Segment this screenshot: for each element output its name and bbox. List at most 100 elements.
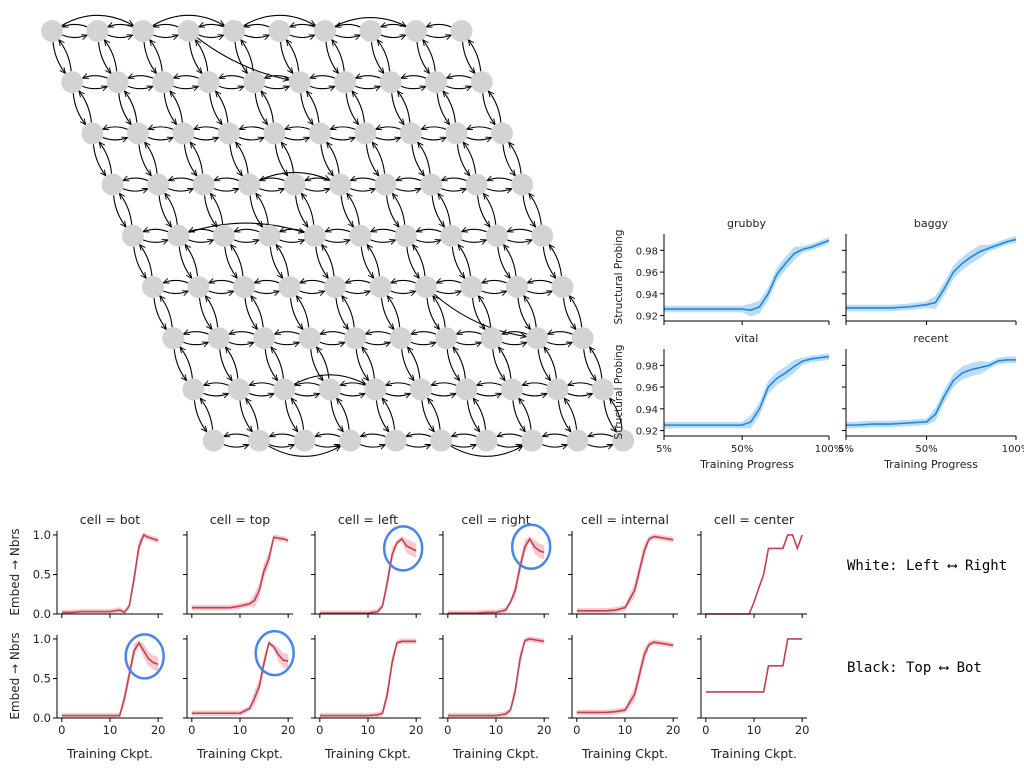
lattice-edge: [521, 393, 547, 395]
lattice-edge: [340, 383, 366, 385]
lattice-edge: [392, 193, 406, 225]
lattice-edge: [330, 127, 356, 129]
lattice-edge: [244, 35, 269, 37]
y-axis-label: Structural Probing: [613, 230, 625, 325]
lattice-edge: [473, 398, 487, 430]
lattice-edge: [380, 35, 406, 37]
lattice-edge: [461, 240, 487, 242]
lattice-edge: [345, 291, 370, 293]
lattice-edge: [375, 400, 388, 432]
lattice-edge: [391, 93, 404, 125]
lattice-edge: [441, 189, 466, 191]
series-line: [447, 537, 545, 615]
lattice-edge: [143, 41, 156, 74]
lattice-edge: [332, 40, 345, 72]
lattice-node: [298, 327, 321, 350]
y-tick-label: 0.96: [636, 268, 658, 279]
lattice-edge: [153, 24, 179, 26]
chart-title: cell = right: [461, 512, 530, 527]
lattice-edge: [456, 332, 482, 334]
lattice-edge: [355, 86, 380, 88]
lattice-edge: [365, 144, 378, 176]
lattice-edge: [300, 280, 325, 282]
lattice-node: [369, 276, 392, 298]
lattice-node: [612, 429, 635, 452]
lattice-edge: [497, 246, 510, 279]
chart-panel: cell = top: [183, 512, 293, 618]
lattice-edge: [173, 76, 199, 78]
lattice-edge: [415, 240, 441, 242]
y-tick-label: 0.0: [33, 607, 51, 621]
y-tick-label: 0.98: [636, 361, 658, 372]
x-tick-label: 10: [489, 723, 504, 737]
lattice-edge: [562, 297, 576, 330]
series-line: [664, 355, 830, 426]
x-tick-label: 0: [702, 723, 709, 737]
lattice-edge: [350, 189, 375, 191]
x-axis-label: Training Progress: [883, 458, 978, 471]
lattice-edge: [215, 91, 229, 123]
lattice-node: [167, 224, 190, 247]
lattice-edge: [97, 41, 111, 74]
x-axis-label: Training Ckpt.: [581, 746, 668, 761]
lattice-edge: [441, 178, 467, 180]
lattice-edge: [300, 93, 313, 125]
lattice-edge: [113, 195, 126, 228]
lattice-node: [354, 122, 377, 145]
lattice-edge: [284, 137, 310, 139]
lattice-edge: [153, 297, 166, 330]
x-axis-label: Training Ckpt.: [324, 746, 411, 761]
lattice-edge: [194, 127, 219, 129]
lattice-edge: [387, 296, 401, 328]
lattice-edge: [382, 398, 396, 430]
lattice-edge: [365, 342, 390, 344]
lattice-edge: [170, 91, 183, 123]
x-tick-label: 0: [316, 723, 323, 737]
lattice-edge: [219, 76, 245, 78]
lattice-edge: [370, 240, 396, 242]
lattice-edge: [123, 178, 149, 180]
lattice-edge: [418, 142, 431, 174]
x-tick-label: 5%: [656, 444, 672, 455]
x-tick-label: 50%: [731, 444, 753, 455]
lattice-edge: [160, 296, 173, 328]
lattice-edge: [355, 349, 368, 381]
lattice-edge: [142, 240, 168, 242]
lattice-edge: [327, 142, 340, 174]
confidence-band: [576, 533, 674, 614]
lattice-edge: [428, 398, 441, 430]
lattice-edge: [587, 445, 613, 447]
lattice-node: [526, 327, 549, 350]
lattice-node: [187, 276, 210, 298]
lattice-node: [233, 276, 255, 298]
lattice-edge: [203, 393, 229, 395]
x-tick-label: 0: [444, 723, 451, 737]
lattice-node: [258, 224, 281, 247]
lattice-edge: [290, 24, 315, 26]
series-line: [846, 238, 1017, 309]
highlight-circle: [510, 523, 552, 571]
lattice-edge: [145, 142, 158, 174]
lattice-edge: [567, 393, 593, 395]
lattice-node: [288, 71, 311, 94]
confidence-band: [319, 638, 417, 718]
lattice-edge: [362, 347, 375, 379]
y-tick-label: 0.92: [636, 427, 658, 438]
lattice-edge: [466, 137, 492, 139]
chart-panel: grubby 0.92 0.94 0.96 0.98: [636, 217, 830, 325]
chart-panel: baggy: [842, 217, 1017, 325]
chart-panel: vital 0.92 0.94 0.96 0.98 5% 50% 100%: [636, 332, 844, 455]
lattice-edge: [411, 332, 437, 334]
highlight-circle: [254, 629, 295, 677]
lattice-edge: [52, 41, 65, 74]
lattice-edge: [401, 76, 427, 78]
lattice-edge: [421, 127, 447, 129]
lattice-edge: [522, 383, 548, 385]
lattice-edge: [438, 193, 451, 225]
y-tick-label: 0.98: [636, 246, 658, 257]
x-tick-label: 0: [188, 723, 195, 737]
lattice-node: [61, 71, 84, 94]
y-tick-label: 0.5: [33, 671, 51, 685]
lattice-edge: [183, 332, 209, 334]
lattice-edge: [370, 41, 384, 74]
